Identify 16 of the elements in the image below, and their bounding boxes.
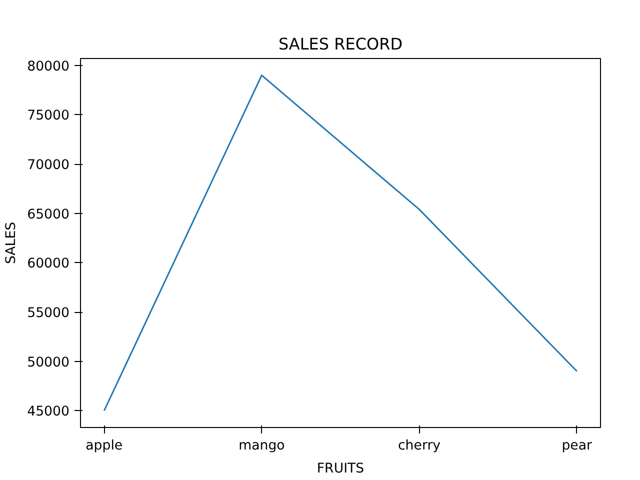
x-tick-label: pear [562, 438, 593, 454]
y-tick-label: 80000 [27, 59, 70, 74]
y-tick-label: 45000 [27, 404, 70, 420]
y-axis-title: SALES [4, 222, 20, 264]
x-tick-label: cherry [398, 438, 441, 454]
x-tick-label: mango [238, 438, 285, 454]
chart-title: SALES RECORD [278, 34, 403, 54]
y-tick-label: 70000 [27, 158, 70, 174]
y-tick-label: 65000 [27, 207, 70, 222]
x-axis-title: FRUITS [316, 462, 364, 476]
x-tick-label: apple [86, 438, 123, 454]
y-tick-label: 60000 [27, 256, 70, 272]
line-series [103, 74, 578, 412]
y-tick-label: 75000 [27, 108, 70, 124]
y-tick-label: 55000 [27, 306, 70, 322]
y-tick-label: 50000 [27, 355, 70, 370]
